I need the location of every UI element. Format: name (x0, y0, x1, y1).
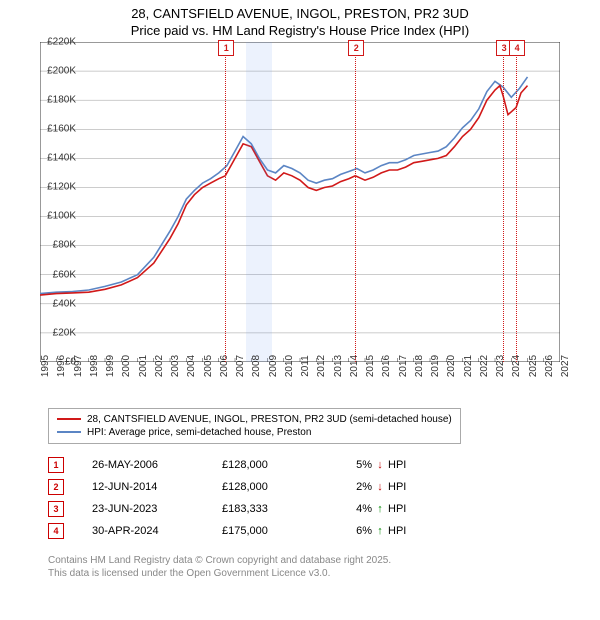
sales-row-date: 26-MAY-2006 (92, 459, 222, 471)
legend: 28, CANTSFIELD AVENUE, INGOL, PRESTON, P… (48, 408, 461, 444)
x-tick-label: 2001 (138, 355, 149, 377)
footer-attribution: Contains HM Land Registry data © Crown c… (48, 554, 600, 587)
x-tick-label: 2026 (544, 355, 555, 377)
legend-swatch (57, 418, 81, 420)
x-tick-label: 2027 (560, 355, 571, 377)
x-tick-label: 2007 (235, 355, 246, 377)
x-tick-label: 1996 (56, 355, 67, 377)
arrow-icon: ↑ (372, 503, 388, 515)
x-tick-label: 1998 (89, 355, 100, 377)
x-tick-label: 2000 (121, 355, 132, 377)
y-tick-label: £100K (36, 211, 76, 222)
x-tick-label: 2002 (154, 355, 165, 377)
sale-marker-line (516, 42, 517, 362)
x-tick-label: 2017 (398, 355, 409, 377)
x-tick-label: 1995 (40, 355, 51, 377)
sale-marker-line (503, 42, 504, 362)
series-line (40, 77, 528, 294)
sale-marker-line (355, 42, 356, 362)
y-tick-label: £120K (36, 182, 76, 193)
chart-titles: 28, CANTSFIELD AVENUE, INGOL, PRESTON, P… (0, 0, 600, 42)
sales-row-pct: 2% (332, 481, 372, 493)
y-tick-label: £200K (36, 65, 76, 76)
y-tick-label: £20K (36, 327, 76, 338)
y-tick-label: £60K (36, 269, 76, 280)
y-tick-label: £140K (36, 153, 76, 164)
sales-row-note: HPI (388, 459, 406, 471)
footer-line-1: Contains HM Land Registry data © Crown c… (48, 554, 600, 568)
x-tick-label: 1997 (73, 355, 84, 377)
x-tick-label: 2003 (170, 355, 181, 377)
arrow-icon: ↓ (372, 459, 388, 471)
x-tick-label: 2005 (203, 355, 214, 377)
sales-row-note: HPI (388, 525, 406, 537)
x-tick-label: 2006 (219, 355, 230, 377)
sales-row-date: 30-APR-2024 (92, 525, 222, 537)
series-line (40, 85, 528, 295)
x-tick-label: 2009 (268, 355, 279, 377)
sale-marker-box: 2 (348, 40, 364, 56)
sales-row: 2 12-JUN-2014£128,0002%↓HPI (48, 476, 600, 498)
chart-area: £0£20K£40K£60K£80K£100K£120K£140K£160K£1… (40, 42, 600, 400)
arrow-icon: ↑ (372, 525, 388, 537)
sales-row-marker: 2 (48, 479, 64, 495)
sales-row-price: £183,333 (222, 503, 332, 515)
x-tick-label: 2016 (381, 355, 392, 377)
sales-row-date: 12-JUN-2014 (92, 481, 222, 493)
footer-line-2: This data is licensed under the Open Gov… (48, 567, 600, 581)
legend-row: HPI: Average price, semi-detached house,… (57, 426, 452, 439)
x-tick-label: 2013 (333, 355, 344, 377)
title-line-1: 28, CANTSFIELD AVENUE, INGOL, PRESTON, P… (0, 6, 600, 23)
y-tick-label: £220K (36, 36, 76, 47)
legend-label: 28, CANTSFIELD AVENUE, INGOL, PRESTON, P… (87, 414, 452, 425)
sales-row-pct: 5% (332, 459, 372, 471)
sales-row-price: £175,000 (222, 525, 332, 537)
sales-row-price: £128,000 (222, 459, 332, 471)
x-tick-label: 2025 (528, 355, 539, 377)
title-line-2: Price paid vs. HM Land Registry's House … (0, 23, 600, 40)
legend-row: 28, CANTSFIELD AVENUE, INGOL, PRESTON, P… (57, 413, 452, 426)
y-tick-label: £180K (36, 94, 76, 105)
sales-row-marker: 3 (48, 501, 64, 517)
sales-row: 1 26-MAY-2006£128,0005%↓HPI (48, 454, 600, 476)
sales-row-marker: 4 (48, 523, 64, 539)
x-tick-label: 2019 (430, 355, 441, 377)
x-tick-label: 2014 (349, 355, 360, 377)
sales-row-date: 23-JUN-2023 (92, 503, 222, 515)
legend-swatch (57, 431, 81, 433)
sales-row-pct: 4% (332, 503, 372, 515)
x-tick-label: 2011 (300, 355, 311, 377)
x-tick-label: 2015 (365, 355, 376, 377)
legend-label: HPI: Average price, semi-detached house,… (87, 427, 311, 438)
x-tick-label: 2023 (495, 355, 506, 377)
sales-row-note: HPI (388, 503, 406, 515)
recession-band (246, 42, 272, 362)
x-tick-label: 2004 (186, 355, 197, 377)
sales-row-price: £128,000 (222, 481, 332, 493)
x-tick-label: 2008 (251, 355, 262, 377)
arrow-icon: ↓ (372, 481, 388, 493)
x-tick-label: 2012 (316, 355, 327, 377)
sale-marker-line (225, 42, 226, 362)
x-tick-label: 2021 (463, 355, 474, 377)
sales-table: 126-MAY-2006£128,0005%↓HPI212-JUN-2014£1… (48, 454, 600, 542)
sales-row: 4 30-APR-2024£175,0006%↑HPI (48, 520, 600, 542)
sales-row-note: HPI (388, 481, 406, 493)
x-tick-label: 2020 (446, 355, 457, 377)
x-tick-label: 2022 (479, 355, 490, 377)
y-tick-label: £40K (36, 298, 76, 309)
x-tick-label: 2010 (284, 355, 295, 377)
y-tick-label: £160K (36, 124, 76, 135)
sale-marker-box: 1 (218, 40, 234, 56)
sales-row-marker: 1 (48, 457, 64, 473)
y-tick-label: £80K (36, 240, 76, 251)
sale-marker-box: 4 (509, 40, 525, 56)
chart-svg (40, 42, 560, 362)
sales-row-pct: 6% (332, 525, 372, 537)
x-tick-label: 1999 (105, 355, 116, 377)
x-tick-label: 2018 (414, 355, 425, 377)
sales-row: 3 23-JUN-2023£183,3334%↑HPI (48, 498, 600, 520)
